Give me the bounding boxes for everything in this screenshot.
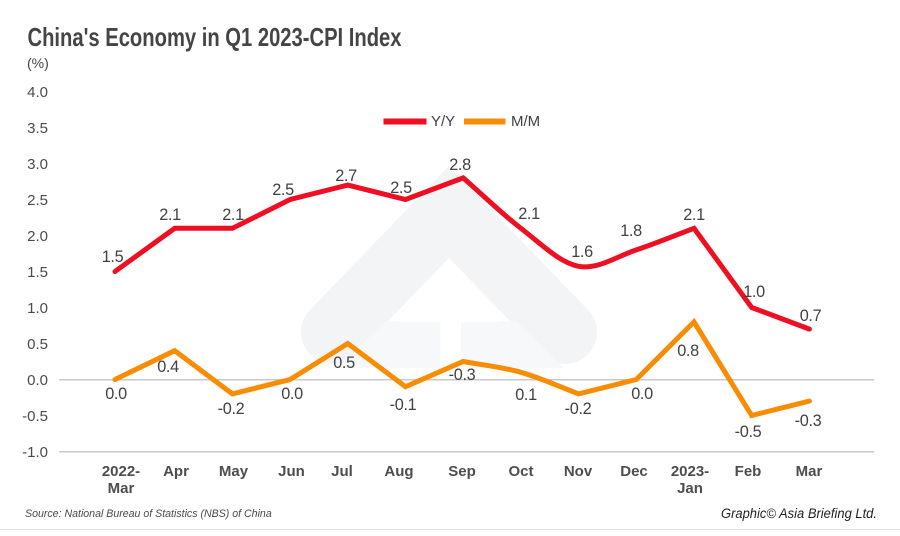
svg-text:-0.3: -0.3 (449, 366, 476, 384)
svg-text:-0.1: -0.1 (390, 396, 417, 414)
svg-text:(%): (%) (27, 55, 49, 71)
svg-text:3.5: 3.5 (27, 120, 48, 137)
svg-text:2.8: 2.8 (449, 156, 471, 174)
svg-text:1.6: 1.6 (571, 243, 593, 261)
svg-text:Sep: Sep (448, 463, 476, 480)
svg-text:Apr: Apr (163, 463, 189, 480)
svg-text:-0.5: -0.5 (735, 423, 762, 441)
svg-text:Nov: Nov (564, 463, 593, 480)
svg-text:0.7: 0.7 (800, 307, 822, 325)
svg-text:0.0: 0.0 (631, 385, 653, 403)
svg-text:Source: National Bureau of Sta: Source: National Bureau of Statistics (N… (25, 508, 272, 520)
svg-text:Feb: Feb (735, 463, 762, 480)
svg-text:1.5: 1.5 (102, 248, 124, 266)
svg-text:2.5: 2.5 (390, 179, 412, 197)
svg-text:Mar: Mar (796, 463, 823, 480)
svg-text:0.0: 0.0 (27, 372, 48, 389)
svg-text:Mar: Mar (108, 480, 135, 497)
svg-text:M/M: M/M (511, 113, 540, 130)
svg-text:3.0: 3.0 (27, 156, 48, 173)
svg-text:-0.3: -0.3 (795, 412, 822, 430)
svg-text:1.5: 1.5 (27, 264, 48, 281)
svg-text:Graphic© Asia Briefing Ltd.: Graphic© Asia Briefing Ltd. (721, 506, 877, 521)
svg-text:China's Economy in Q1 2023-CPI: China's Economy in Q1 2023-CPI Index (28, 22, 402, 52)
svg-text:0.0: 0.0 (105, 385, 127, 403)
svg-text:-0.2: -0.2 (565, 400, 592, 418)
svg-text:Oct: Oct (508, 463, 533, 480)
svg-text:0.1: 0.1 (515, 386, 537, 404)
svg-text:0.0: 0.0 (281, 385, 303, 403)
svg-text:-0.5: -0.5 (22, 408, 48, 425)
svg-text:2023-: 2023- (671, 463, 709, 480)
svg-text:1.8: 1.8 (620, 222, 642, 240)
svg-text:2.5: 2.5 (272, 181, 294, 199)
svg-text:Aug: Aug (384, 463, 413, 480)
svg-text:-1.0: -1.0 (22, 444, 48, 461)
svg-text:2.1: 2.1 (683, 206, 705, 224)
svg-text:2.0: 2.0 (27, 228, 48, 245)
svg-text:Dec: Dec (620, 463, 648, 480)
svg-text:0.5: 0.5 (27, 336, 48, 353)
svg-text:2.5: 2.5 (27, 192, 48, 209)
svg-text:2.1: 2.1 (159, 206, 181, 224)
svg-text:0.5: 0.5 (333, 354, 355, 372)
svg-text:May: May (219, 463, 249, 480)
svg-text:4.0: 4.0 (27, 84, 48, 101)
svg-text:Y/Y: Y/Y (431, 113, 455, 130)
svg-text:1.0: 1.0 (27, 300, 48, 317)
svg-text:Jul: Jul (331, 463, 353, 480)
svg-text:2.1: 2.1 (222, 206, 244, 224)
svg-text:2.1: 2.1 (518, 205, 540, 223)
svg-text:1.0: 1.0 (743, 283, 765, 301)
svg-text:Jan: Jan (677, 480, 703, 497)
svg-text:Jun: Jun (278, 463, 305, 480)
svg-text:2022-: 2022- (102, 463, 140, 480)
svg-text:-0.2: -0.2 (218, 400, 245, 418)
svg-text:2.7: 2.7 (335, 167, 357, 185)
svg-text:0.4: 0.4 (157, 358, 179, 376)
svg-text:0.8: 0.8 (677, 342, 699, 360)
